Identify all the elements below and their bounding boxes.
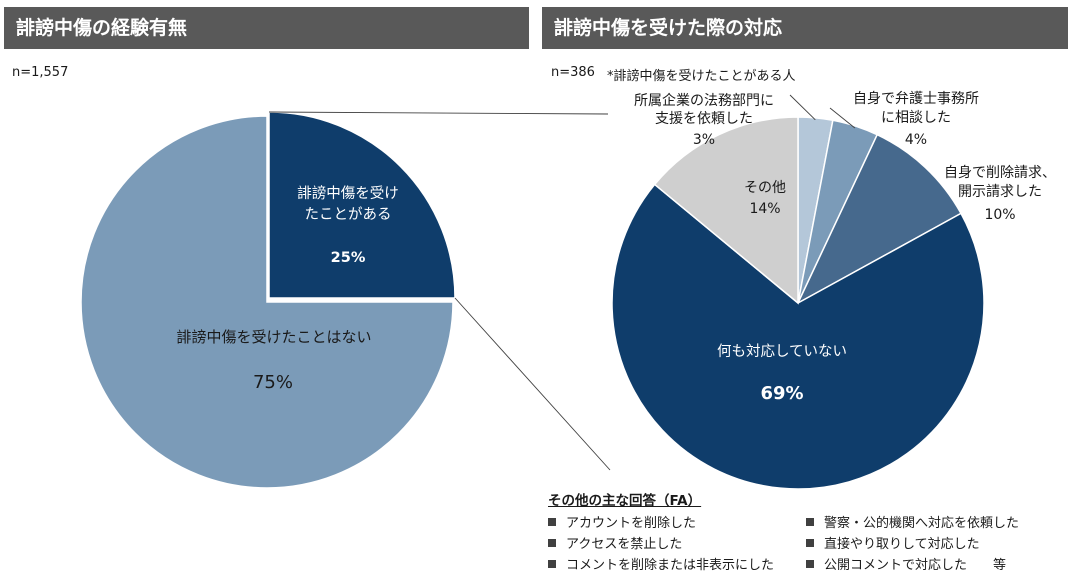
slice-value-deletion-request: 10%: [984, 207, 1015, 223]
slice-value-other: 14%: [749, 201, 780, 217]
other-answers-box: その他の主な回答（FA） アカウントを削除した 警察・公的機関へ対応を依頼した …: [548, 489, 1068, 573]
slice-value-no-experience: 75%: [253, 372, 293, 393]
square-bullet-icon: [806, 517, 814, 526]
pie-slice-other: [653, 116, 799, 305]
pie-slice-no-action: [611, 183, 985, 490]
slice-value-legal-dept: 3%: [693, 132, 715, 148]
connector-line-bottom: [454, 297, 611, 471]
other-answer-item: アクセスを禁止した: [548, 533, 806, 552]
other-answer-item: 公開コメントで対応した 等: [806, 554, 1068, 573]
slice-label-lawyer: 自身で弁護士事務所に相談した: [853, 91, 979, 126]
other-answer-text: アカウントを削除した: [566, 516, 697, 531]
slice-label-no-experience: 誹謗中傷を受けたことはない: [176, 328, 371, 346]
left-chart-header: 誹謗中傷の経験有無: [4, 7, 529, 49]
leader-line-legal-dept: [789, 94, 816, 121]
right-sample-size: n=386: [551, 65, 595, 80]
other-answers-title: その他の主な回答（FA）: [548, 493, 702, 509]
right-sample-note: *誹謗中傷を受けたことがある人: [607, 69, 796, 84]
slice-label-experienced: 誹謗中傷を受けたことがある: [297, 185, 399, 223]
square-bullet-icon: [548, 517, 556, 526]
leader-line-lawyer: [829, 107, 856, 129]
other-answer-text: 公開コメントで対応した 等: [824, 558, 1007, 573]
square-bullet-icon: [806, 538, 814, 547]
other-answer-text: コメントを削除または非表示にした: [566, 558, 775, 573]
slice-label-deletion-request: 自身で削除請求、開示請求した: [944, 165, 1056, 200]
right-chart-header: 誹謗中傷を受けた際の対応: [542, 7, 1068, 49]
slice-label-legal-dept: 所属企業の法務部門に支援を依頼した: [634, 92, 774, 127]
other-answer-text: 直接やり取りして対応した: [824, 537, 980, 552]
square-bullet-icon: [548, 538, 556, 547]
other-answer-item: アカウントを削除した: [548, 512, 806, 531]
pie-slice-no-experience: [80, 115, 454, 489]
slice-value-experienced: 25%: [331, 250, 366, 266]
square-bullet-icon: [806, 559, 814, 568]
other-answer-item: コメントを削除または非表示にした: [548, 554, 806, 573]
square-bullet-icon: [548, 559, 556, 568]
other-answer-item: 直接やり取りして対応した: [806, 533, 1068, 552]
slice-label-no-action: 何も対応していない: [717, 343, 847, 360]
other-answers-list: アカウントを削除した 警察・公的機関へ対応を依頼した アクセスを禁止した 直接や…: [548, 512, 1068, 573]
slice-value-no-action: 69%: [760, 383, 803, 404]
slice-label-other: その他: [744, 180, 786, 196]
other-answer-item: 警察・公的機関へ対応を依頼した: [806, 512, 1068, 531]
connector-line-top: [268, 111, 609, 115]
pie-slice-deletion-request: [796, 133, 963, 305]
slice-value-lawyer: 4%: [905, 132, 927, 148]
other-answer-text: 警察・公的機関へ対応を依頼した: [824, 516, 1020, 531]
pie-slice-experienced: [268, 111, 456, 299]
other-answer-text: アクセスを禁止した: [566, 537, 683, 552]
left-sample-size: n=1,557: [12, 65, 69, 80]
